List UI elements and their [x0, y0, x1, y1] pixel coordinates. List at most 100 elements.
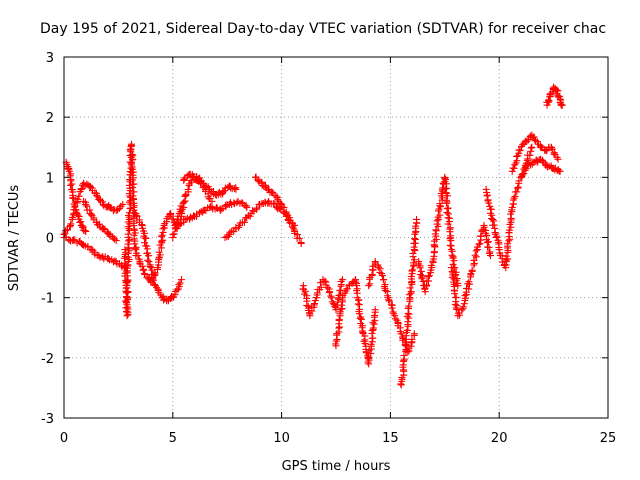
- data-point-fill: [242, 202, 250, 210]
- data-point: [82, 227, 90, 235]
- data-point: [95, 252, 103, 260]
- data-point-fill: [433, 217, 441, 225]
- data-point-fill: [410, 256, 418, 264]
- x-tick-label: 25: [600, 431, 617, 446]
- data-point: [93, 191, 101, 199]
- data-point-fill: [132, 246, 140, 254]
- chart-title: Day 195 of 2021, Sidereal Day-to-day VTE…: [40, 21, 606, 37]
- data-point-fill: [77, 185, 85, 193]
- data-point: [413, 215, 421, 223]
- data-point-fill: [515, 146, 523, 154]
- data-point: [365, 282, 373, 290]
- data-point-fill: [516, 147, 524, 155]
- data-point-fill: [487, 205, 495, 213]
- data-point-fill: [405, 302, 413, 310]
- x-tick-label: 5: [169, 431, 177, 446]
- data-point-fill: [465, 285, 473, 293]
- data-point-fill: [471, 251, 479, 259]
- data-point-fill: [122, 299, 130, 307]
- data-point-fill: [177, 220, 185, 228]
- data-point-fill: [485, 243, 493, 251]
- data-point-fill: [378, 272, 386, 280]
- data-point-fill: [176, 279, 184, 287]
- data-point-fill: [412, 222, 420, 230]
- data-point-fill: [114, 206, 122, 214]
- data-point-fill: [476, 240, 484, 248]
- data-point-fill: [124, 230, 132, 238]
- data-point: [508, 167, 516, 175]
- data-point: [365, 360, 373, 368]
- data-point-fill: [146, 262, 154, 270]
- data-point-fill: [425, 272, 433, 280]
- data-point-fill: [444, 192, 452, 200]
- data-point-fill: [175, 281, 183, 289]
- data-point-fill: [539, 157, 547, 165]
- data-point-fill: [124, 276, 132, 284]
- data-point-fill: [123, 303, 131, 311]
- data-point-fill: [123, 293, 131, 301]
- data-point-fill: [439, 179, 447, 187]
- data-point-fill: [240, 218, 248, 226]
- data-point-fill: [67, 220, 75, 228]
- data-point: [495, 246, 503, 254]
- data-point-fill: [74, 211, 82, 219]
- data-point-fill: [403, 326, 411, 334]
- data-point: [558, 101, 566, 109]
- data-point-fill: [338, 301, 346, 309]
- data-point-fill: [325, 289, 333, 297]
- data-point: [145, 258, 153, 266]
- data-point-fill: [87, 210, 95, 218]
- data-point-fill: [131, 244, 139, 252]
- data-point-fill: [253, 204, 261, 212]
- data-point-fill: [286, 219, 294, 227]
- data-point-fill: [443, 208, 451, 216]
- data-point-fill: [79, 241, 87, 249]
- data-point-fill: [130, 180, 138, 188]
- data-point-fill: [212, 204, 220, 212]
- data-point-fill: [222, 201, 230, 209]
- x-axis-label: GPS time / hours: [282, 459, 391, 474]
- data-point-fill: [75, 192, 83, 200]
- data-point-fill: [356, 314, 364, 322]
- data-point: [406, 294, 414, 302]
- data-point-fill: [427, 261, 435, 269]
- data-point-fill: [409, 259, 417, 267]
- data-point-fill: [364, 358, 372, 366]
- x-tick-label: 0: [60, 431, 68, 446]
- data-point-fill: [70, 200, 78, 208]
- data-point: [556, 167, 564, 175]
- data-point-fill: [169, 215, 177, 223]
- data-point-fill: [409, 266, 417, 274]
- data-point-fill: [160, 296, 168, 304]
- data-point-fill: [82, 201, 90, 209]
- data-point-fill: [138, 221, 146, 229]
- data-point-fill: [452, 304, 460, 312]
- data-point: [410, 330, 418, 338]
- data-point-fill: [543, 163, 551, 171]
- data-point-fill: [502, 252, 510, 260]
- data-point-fill: [83, 202, 91, 210]
- data-point-fill: [411, 236, 419, 244]
- data-point-fill: [226, 228, 234, 236]
- data-point-fill: [172, 220, 180, 228]
- data-point: [297, 240, 305, 248]
- data-point: [243, 203, 251, 211]
- data-point-fill: [327, 294, 335, 302]
- x-tick-label: 20: [491, 431, 508, 446]
- data-point-fill: [321, 277, 329, 285]
- data-point-fill: [388, 304, 396, 312]
- data-point-fill: [130, 196, 138, 204]
- data-point-fill: [391, 315, 399, 323]
- data-point-fill: [407, 288, 415, 296]
- data-point-fill: [184, 185, 192, 193]
- data-point-fill: [444, 214, 452, 222]
- data-point-fill: [144, 256, 152, 264]
- y-tick-labels: -3 -2 -1 0 1 2 3: [41, 51, 54, 427]
- data-point-fill: [472, 253, 480, 261]
- data-point-fill: [509, 196, 517, 204]
- data-point-fill: [504, 240, 512, 248]
- data-point-fill: [446, 228, 454, 236]
- data-point-fill: [408, 267, 416, 275]
- data-point-fill: [514, 184, 522, 192]
